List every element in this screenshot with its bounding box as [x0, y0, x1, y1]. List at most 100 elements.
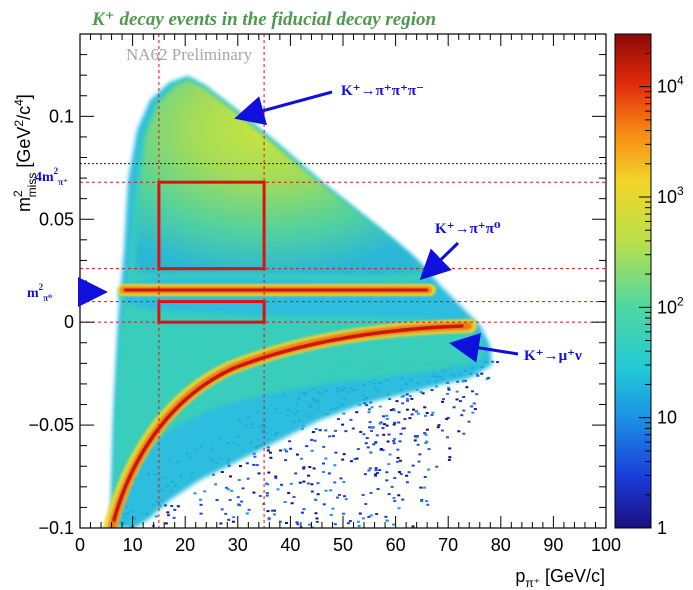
hit-pixel — [378, 422, 382, 425]
hit-pixel — [398, 459, 402, 462]
hit-pixel — [246, 477, 250, 480]
hit-pixel — [334, 429, 338, 432]
hit-pixel — [411, 464, 415, 467]
hit-pixel — [374, 469, 378, 472]
hit-pixel — [397, 494, 401, 497]
hit-pixel — [266, 446, 270, 449]
hit-pixel — [279, 483, 283, 486]
y-tick-label: −0.05 — [28, 415, 74, 435]
hit-pixel — [457, 430, 461, 433]
hit-pixel — [367, 411, 371, 414]
hit-pixel — [333, 523, 337, 526]
hit-pixel — [359, 430, 363, 433]
hit-pixel — [294, 472, 298, 475]
hit-pixel — [392, 442, 396, 445]
hit-pixel — [392, 439, 396, 442]
hit-pixel — [276, 488, 280, 491]
hit-pixel — [334, 451, 338, 454]
hit-pixel — [410, 413, 414, 416]
hit-pixel — [480, 372, 484, 375]
hit-pixel — [374, 441, 378, 444]
hit-pixel — [448, 447, 452, 450]
hit-pixel — [228, 498, 232, 501]
k-3pi-lobe — [135, 80, 425, 275]
hit-pixel — [266, 510, 270, 513]
hit-pixel — [253, 455, 257, 458]
hit-pixel — [268, 451, 272, 454]
x-tick-label: 30 — [228, 535, 248, 555]
hit-pixel — [166, 511, 170, 514]
hit-pixel — [397, 421, 401, 424]
hit-pixel — [337, 418, 341, 421]
arrow-k-pipi0 — [419, 241, 460, 281]
hit-pixel — [328, 435, 332, 438]
colorbar-tick-label: 103 — [657, 184, 684, 207]
hit-pixel — [193, 492, 197, 495]
arrow-k-munu — [449, 332, 519, 363]
hit-pixel — [425, 412, 429, 415]
hit-pixel — [371, 426, 375, 429]
hit-pixel — [351, 427, 355, 430]
guide-lines — [80, 34, 606, 528]
hit-pixel — [219, 522, 223, 525]
hit-pixel — [322, 503, 326, 506]
hit-pixel — [445, 436, 449, 439]
x-tick-label: 0 — [75, 535, 85, 555]
hit-pixel — [399, 473, 403, 476]
hit-pixel — [302, 480, 306, 483]
hit-pixel — [257, 472, 261, 475]
hit-pixel — [289, 447, 293, 450]
hit-pixel — [211, 473, 215, 476]
label-k-3pi: K⁺→π⁺π⁺π⁻ — [341, 83, 424, 99]
hit-pixel — [423, 432, 427, 435]
hit-pixel — [363, 473, 367, 476]
hit-pixel — [287, 491, 291, 494]
hit-pixel — [368, 426, 372, 429]
hit-pixel — [311, 431, 315, 434]
signal-region-box — [157, 180, 266, 271]
hit-pixel — [227, 464, 231, 467]
hit-pixel — [173, 508, 177, 511]
hit-pixel — [392, 523, 396, 526]
hit-pixel — [437, 424, 441, 427]
x-axis: 0 10 20 30 40 50 60 70 80 90 100 — [75, 34, 621, 555]
hit-pixel — [392, 409, 396, 412]
hit-pixel — [369, 451, 373, 454]
hit-pixel — [361, 493, 365, 496]
hit-pixel — [425, 500, 429, 503]
hit-pixel — [391, 408, 395, 411]
hit-pixel — [445, 392, 449, 395]
colorbar — [614, 33, 652, 529]
hit-pixel — [455, 390, 459, 393]
hit-pixel — [300, 511, 304, 514]
hit-pixel — [374, 467, 378, 470]
hit-pixel — [302, 466, 306, 469]
hit-pixel — [273, 509, 277, 512]
x-tick-label: 50 — [333, 535, 353, 555]
hit-pixel — [471, 390, 475, 393]
hit-pixel — [333, 464, 337, 467]
hit-pixel — [368, 467, 372, 470]
hit-pixel — [460, 414, 464, 417]
hit-pixel — [427, 468, 431, 471]
hit-pixel — [475, 393, 479, 396]
hit-pixel — [316, 493, 320, 496]
hit-pixel — [381, 427, 385, 430]
hit-pixel — [305, 445, 309, 448]
hit-pixel — [415, 436, 419, 439]
hit-pixel — [471, 411, 475, 414]
hit-pixel — [266, 483, 270, 486]
hit-pixel — [252, 491, 256, 494]
hit-pixel — [322, 445, 326, 448]
hit-pixel — [374, 474, 378, 477]
watermark: NA62 Preliminary — [126, 45, 253, 64]
y-tick-label: 0.1 — [49, 106, 74, 126]
hit-pixel — [465, 386, 469, 389]
hit-pixel — [344, 498, 348, 501]
hit-pixel — [378, 405, 382, 408]
hit-pixel — [357, 524, 361, 527]
hit-pixel — [361, 517, 365, 520]
hit-pixel — [172, 516, 176, 519]
hit-pixel — [272, 513, 276, 516]
